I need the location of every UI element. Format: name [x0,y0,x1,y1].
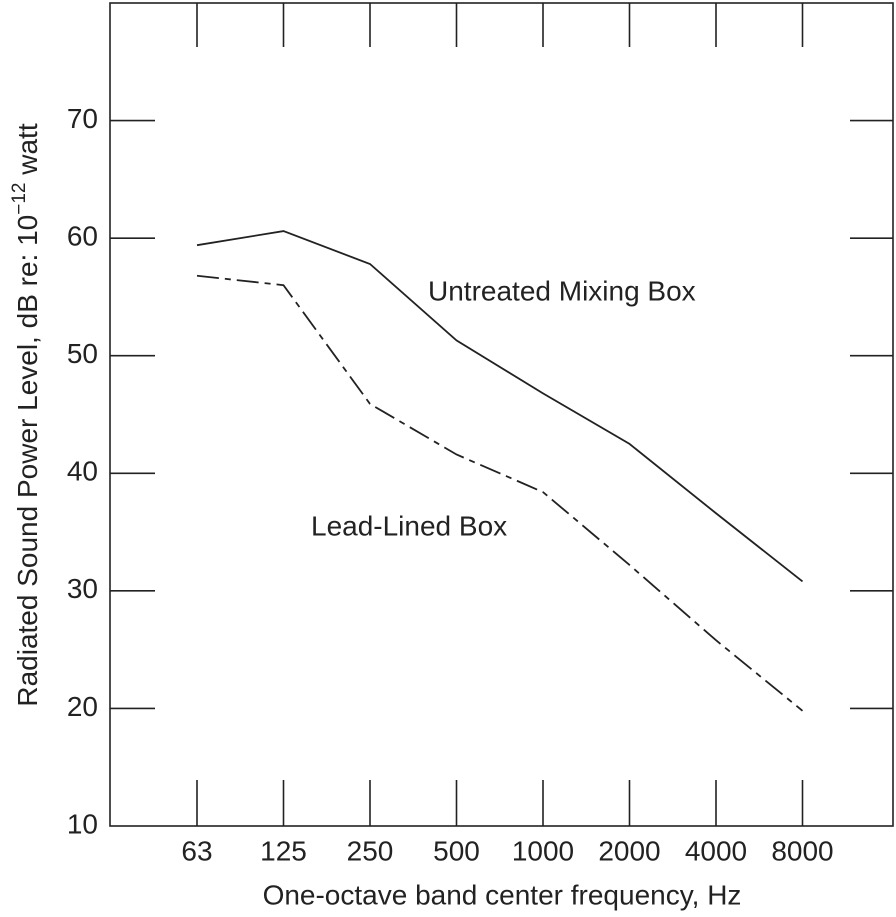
x-tick-label: 250 [347,835,394,866]
y-label-suffix: watt [12,123,43,176]
plot-frame [109,2,894,827]
x-tick-label: 500 [433,835,480,866]
series-line [196,274,804,712]
y-tick-label: 70 [67,103,98,134]
y-tick-label: 50 [67,338,98,369]
x-tick-label: 63 [181,835,212,866]
x-tick-label: 4000 [685,835,747,866]
x-axis-label: One-octave band center frequency, Hz [263,879,742,910]
x-tick-label: 1000 [512,835,574,866]
series-line [196,230,804,583]
y-tick-label: 60 [67,221,98,252]
y-axis-label: Radiated Sound Power Level, dB re: 10−12… [9,123,43,706]
y-tick-label: 40 [67,456,98,487]
y-tick-label: 30 [67,573,98,604]
y-label-superscript: −12 [9,183,30,215]
y-tick-label: 10 [67,808,98,839]
y-tick-label: 20 [67,691,98,722]
series-label: Lead-Lined Box [311,510,507,541]
y-label-text: Radiated Sound Power Level, dB re: 10 [12,215,43,707]
x-tick-label: 125 [260,835,307,866]
x-tick-label: 8000 [771,835,833,866]
x-tick-label: 2000 [598,835,660,866]
series-label: Untreated Mixing Box [428,275,696,306]
